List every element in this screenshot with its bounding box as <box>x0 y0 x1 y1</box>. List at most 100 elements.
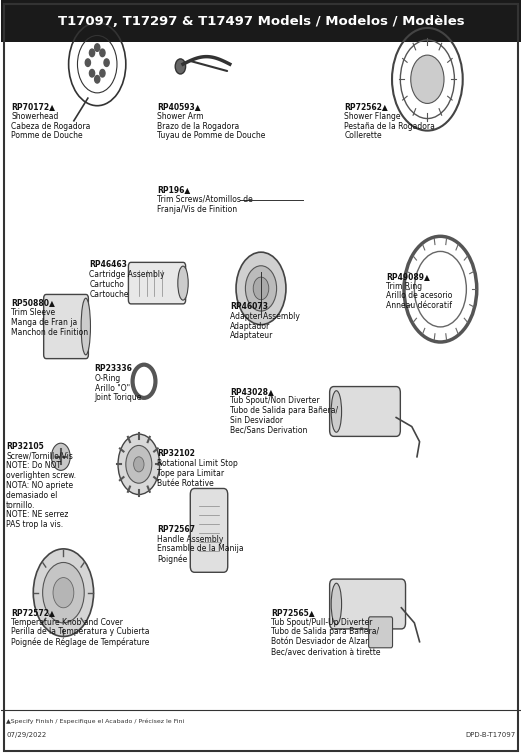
Text: Botón Desviador de Alzar: Botón Desviador de Alzar <box>271 637 369 646</box>
Text: 07/29/2022: 07/29/2022 <box>6 732 46 738</box>
Text: Cartouche: Cartouche <box>89 290 129 299</box>
Text: Butée Rotative: Butée Rotative <box>157 479 214 488</box>
Text: RP70172▲: RP70172▲ <box>11 102 55 111</box>
Text: RP72572▲: RP72572▲ <box>11 608 55 617</box>
Text: RP40593▲: RP40593▲ <box>157 102 200 111</box>
Text: Collerette: Collerette <box>344 131 382 140</box>
Text: Pomme de Douche: Pomme de Douche <box>11 131 83 140</box>
Text: Arillo de acesorio: Arillo de acesorio <box>386 291 452 300</box>
Text: Tubo de Salida para Bañera/: Tubo de Salida para Bañera/ <box>271 627 379 636</box>
Text: Shower Flange: Shower Flange <box>344 112 401 121</box>
Text: Pestaña de la Rogadora: Pestaña de la Rogadora <box>344 122 435 131</box>
Text: NOTE: Do NOT: NOTE: Do NOT <box>6 461 61 470</box>
Text: RP72565▲: RP72565▲ <box>271 608 315 617</box>
Text: RP43028▲: RP43028▲ <box>230 387 274 396</box>
Text: Tope para Limitar: Tope para Limitar <box>157 469 224 478</box>
Ellipse shape <box>331 583 341 625</box>
Text: Franja/Vis de Finition: Franja/Vis de Finition <box>157 205 237 214</box>
Text: DPD-B-T17097: DPD-B-T17097 <box>466 732 516 738</box>
Text: Cabeza de Rogadora: Cabeza de Rogadora <box>11 122 91 131</box>
FancyBboxPatch shape <box>44 294 88 359</box>
FancyBboxPatch shape <box>369 617 393 648</box>
Text: Trim Ring: Trim Ring <box>386 282 422 291</box>
Text: Tuyau de Pomme de Douche: Tuyau de Pomme de Douche <box>157 131 265 140</box>
Text: NOTE: NE serrez: NOTE: NE serrez <box>6 510 68 519</box>
Text: Joint Torique: Joint Torique <box>94 393 142 402</box>
Text: Bec/Sans Derivation: Bec/Sans Derivation <box>230 426 307 435</box>
Text: RP32105: RP32105 <box>6 442 44 451</box>
Circle shape <box>85 59 90 66</box>
Text: Adapter Assembly: Adapter Assembly <box>230 312 300 321</box>
Circle shape <box>245 266 277 311</box>
Circle shape <box>89 69 94 77</box>
FancyBboxPatch shape <box>191 488 228 572</box>
Text: RP72562▲: RP72562▲ <box>344 102 388 111</box>
Text: PAS trop la vis.: PAS trop la vis. <box>6 520 63 529</box>
Text: Adaptateur: Adaptateur <box>230 331 273 341</box>
Text: Arillo "O": Arillo "O" <box>94 384 130 393</box>
Text: NOTA: NO apriete: NOTA: NO apriete <box>6 481 74 490</box>
Circle shape <box>100 69 105 77</box>
Circle shape <box>43 562 84 623</box>
Text: Sin Desviador: Sin Desviador <box>230 416 283 425</box>
Ellipse shape <box>81 298 90 355</box>
FancyBboxPatch shape <box>1 0 521 42</box>
Text: Tub Spout/Non Diverter: Tub Spout/Non Diverter <box>230 396 319 405</box>
Circle shape <box>175 59 186 74</box>
Circle shape <box>100 49 105 57</box>
Circle shape <box>126 445 152 483</box>
Text: Manga de Fran ja: Manga de Fran ja <box>11 318 78 327</box>
Text: Tub Spout/Pull-Up Diverter: Tub Spout/Pull-Up Diverter <box>271 618 373 627</box>
Text: Cartucho: Cartucho <box>89 280 124 289</box>
Circle shape <box>253 277 269 300</box>
Circle shape <box>94 44 100 51</box>
Text: tornillo.: tornillo. <box>6 501 35 510</box>
Text: Tubo de Salida para Bañera/: Tubo de Salida para Bañera/ <box>230 406 338 415</box>
Text: O-Ring: O-Ring <box>94 374 121 383</box>
Text: Poignée: Poignée <box>157 554 187 564</box>
Circle shape <box>33 549 93 636</box>
Circle shape <box>89 49 94 57</box>
Text: T17097, T17297 & T17497 Models / Modelos / Modèles: T17097, T17297 & T17497 Models / Modelos… <box>58 14 464 28</box>
FancyBboxPatch shape <box>128 262 186 304</box>
Text: RP23336: RP23336 <box>94 364 133 373</box>
Text: Trim Screws/Atomillos de: Trim Screws/Atomillos de <box>157 195 253 204</box>
FancyBboxPatch shape <box>329 387 400 436</box>
Text: Bec/avec derivation à tirette: Bec/avec derivation à tirette <box>271 647 381 656</box>
Text: Poignée de Réglage de Température: Poignée de Réglage de Température <box>11 637 150 647</box>
Text: Handle Assembly: Handle Assembly <box>157 535 223 544</box>
Ellipse shape <box>331 391 341 432</box>
Text: Rotational Limit Stop: Rotational Limit Stop <box>157 459 238 468</box>
Text: Trim Sleeve: Trim Sleeve <box>11 308 55 317</box>
Text: Cartridge Assembly: Cartridge Assembly <box>89 270 165 279</box>
Text: RP72567: RP72567 <box>157 525 195 534</box>
Circle shape <box>52 443 70 470</box>
Text: Perilla de la Temperatura y Cubierta: Perilla de la Temperatura y Cubierta <box>11 627 150 636</box>
Circle shape <box>104 59 109 66</box>
Text: Screw/Tornillo/Vis: Screw/Tornillo/Vis <box>6 451 73 461</box>
Circle shape <box>118 434 160 495</box>
Text: Shower Arm: Shower Arm <box>157 112 204 121</box>
FancyBboxPatch shape <box>329 579 406 629</box>
Text: Anneau décoratif: Anneau décoratif <box>386 301 452 310</box>
Text: RP46073: RP46073 <box>230 302 268 311</box>
Circle shape <box>94 76 100 83</box>
Text: Showerhead: Showerhead <box>11 112 59 121</box>
Text: RP196▲: RP196▲ <box>157 185 190 194</box>
Ellipse shape <box>178 267 188 300</box>
Text: Ensamble de la Manija: Ensamble de la Manija <box>157 544 244 553</box>
Text: Manchon de Finition: Manchon de Finition <box>11 328 89 337</box>
Text: ▲Specify Finish / Especifique el Acabado / Précisez le Fini: ▲Specify Finish / Especifique el Acabado… <box>6 719 184 724</box>
Text: demasiado el: demasiado el <box>6 491 57 500</box>
Circle shape <box>236 252 286 325</box>
Text: Temperature Knob and Cover: Temperature Knob and Cover <box>11 618 123 627</box>
Text: overlighten screw.: overlighten screw. <box>6 471 76 480</box>
Circle shape <box>53 578 74 608</box>
Text: RP50880▲: RP50880▲ <box>11 298 55 307</box>
Text: RP49089▲: RP49089▲ <box>386 272 430 281</box>
Text: RP32102: RP32102 <box>157 449 195 458</box>
Circle shape <box>411 55 444 103</box>
Circle shape <box>134 457 144 472</box>
Text: Brazo de la Rogadora: Brazo de la Rogadora <box>157 122 239 131</box>
Text: RP46463: RP46463 <box>89 260 127 270</box>
